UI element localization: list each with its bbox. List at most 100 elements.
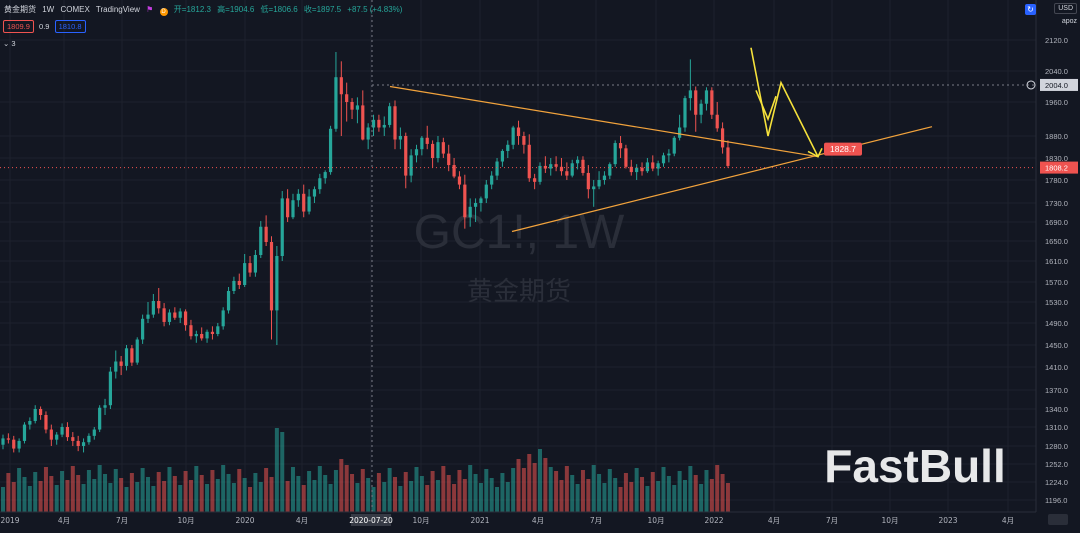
candle-body [253, 255, 257, 273]
candle-body [425, 137, 429, 144]
candle-body [473, 203, 478, 207]
time-tick-label: 4月 [532, 516, 544, 525]
price-tick-label: 1730.0 [1045, 199, 1068, 208]
volume-bar [387, 468, 392, 512]
candle-body [318, 178, 322, 190]
volume-bar [323, 475, 328, 512]
candle-body [441, 142, 445, 154]
candle-body [55, 434, 59, 440]
candle-body [259, 226, 263, 255]
candle-body [296, 193, 300, 201]
volume-bar [500, 473, 505, 512]
volume-bar [145, 477, 150, 512]
volume-bar [462, 479, 467, 512]
volume-bar [360, 469, 365, 512]
candle-body [205, 331, 209, 339]
candle-body [189, 325, 193, 337]
price-tick-label: 1280.0 [1045, 442, 1068, 451]
price-tick-label: 1690.0 [1045, 218, 1068, 227]
candle-body [49, 429, 53, 440]
time-tick-label: 4月 [296, 516, 308, 525]
price-tick-label: 1610.0 [1045, 257, 1068, 266]
symbol-name[interactable]: 黄金期货 [4, 5, 36, 14]
volume-bar [92, 479, 97, 512]
volume-bar [538, 449, 542, 512]
candle-body [157, 301, 161, 309]
watermark-ticker: GC1!, 1W [414, 206, 625, 259]
candle-body [81, 442, 86, 446]
flag-icon[interactable]: ⚑ [146, 5, 154, 14]
candle-body [452, 165, 456, 177]
volume-bar [178, 485, 183, 512]
candle-body [586, 172, 590, 190]
candle-body [624, 148, 628, 167]
dotted-price-value: 2004.0 [1045, 81, 1068, 90]
currency-selector[interactable]: USD [1054, 3, 1077, 14]
candle-body [135, 339, 139, 363]
volume-bar [430, 471, 435, 512]
candle-body [516, 127, 521, 136]
volume-bar [264, 468, 269, 512]
interval-label[interactable]: 1W [42, 5, 55, 14]
candle-body [33, 409, 37, 421]
volume-bar [237, 469, 242, 512]
candle-body [280, 198, 284, 256]
volume-bar [403, 472, 408, 512]
candle-body [221, 310, 225, 327]
volume-bar [516, 459, 521, 512]
volume-bar [414, 467, 419, 512]
candle-body [414, 149, 419, 156]
volume-bar [81, 484, 86, 512]
candle-body [490, 175, 494, 185]
bid-button[interactable]: 1809.9 [3, 20, 34, 33]
volume-bar [248, 487, 253, 512]
ask-button[interactable]: 1810.8 [54, 20, 86, 33]
candle-body [570, 163, 574, 176]
time-tick-label: 10月 [177, 516, 194, 525]
symbol-header: 黄金期货 1W COMEX TradingView ⚑ D 开=1812.3 高… [4, 4, 406, 16]
settings-icon [1048, 514, 1068, 525]
volume-bar [452, 484, 457, 512]
target-label-box [824, 142, 862, 156]
candle-body [178, 311, 182, 318]
time-tick-label: 2020-07-20 [349, 516, 393, 525]
status-dot-icon: D [159, 8, 168, 16]
watermark-name: 黄金期货 [467, 277, 571, 307]
time-tick-label: 4月 [1002, 516, 1014, 525]
volume-bar [720, 474, 725, 512]
volume-bar [688, 466, 693, 512]
time-tick-label: 4月 [768, 516, 780, 525]
volume-bar [543, 458, 548, 512]
volume-bar [312, 480, 317, 512]
candle-body [522, 136, 526, 145]
candle-body [463, 184, 467, 218]
candle-body [565, 171, 569, 176]
candle-body [688, 90, 692, 99]
upper-trendline [389, 85, 819, 158]
candle-body [130, 348, 134, 363]
volume-bar [505, 482, 510, 512]
candle-body [162, 308, 166, 322]
volume-bar [6, 473, 11, 512]
indicators-toggle[interactable]: ⌄ 3 [3, 39, 16, 48]
candle-body [1, 438, 5, 445]
volume-bar [511, 468, 516, 512]
candle-body [549, 164, 553, 169]
volume-bar [672, 485, 677, 512]
candle-body [312, 189, 317, 197]
candle-body [103, 405, 107, 408]
volume-bar [296, 476, 301, 512]
candle-body [248, 263, 252, 273]
volume-bar [715, 465, 720, 512]
scale-mode[interactable]: apoz [1061, 18, 1077, 25]
volume-bar [709, 479, 714, 512]
candle-body [38, 409, 43, 415]
volume-bar [570, 475, 575, 512]
candle-body [661, 155, 666, 164]
candle-body [60, 427, 64, 435]
price-tick-label: 1650.0 [1045, 237, 1068, 246]
volume-bar [398, 486, 403, 512]
sync-icon[interactable]: ↻ [1025, 4, 1036, 15]
